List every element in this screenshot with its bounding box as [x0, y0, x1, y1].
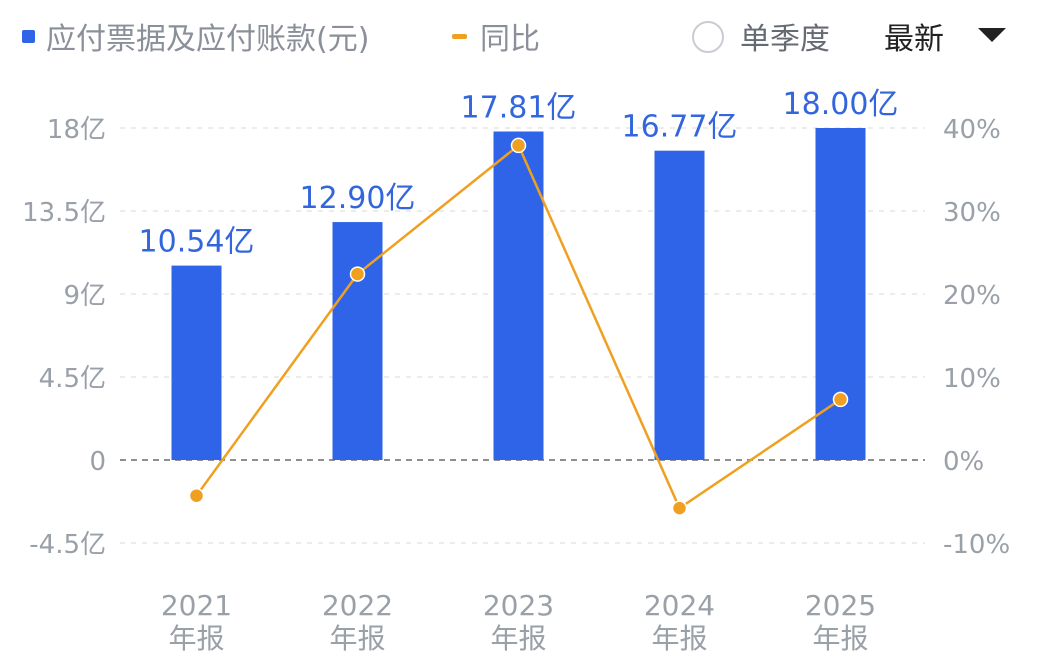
yoy-point [349, 266, 366, 282]
y-left-tick-label: 13.5亿 [22, 198, 106, 228]
bar [332, 222, 383, 460]
y-right-tick-label: 0% [943, 447, 984, 477]
period-select-value: 最新 [884, 22, 944, 57]
y-right-tick-label: -10% [943, 530, 1010, 560]
yoy-point [671, 500, 688, 516]
y-left-tick-label: 18亿 [47, 115, 106, 145]
y-right-tick-label: 10% [943, 364, 1001, 394]
bar-value-label: 16.77亿 [622, 110, 738, 145]
yoy-point [832, 391, 849, 408]
bar-value-label: 18.00亿 [783, 87, 899, 122]
bar [654, 150, 705, 461]
x-tick-label: 2021 年报 [161, 589, 232, 655]
y-left-tick-label: 4.5亿 [39, 364, 106, 394]
legend-line-swatch [452, 34, 467, 39]
y-left-tick-label: 9亿 [63, 281, 106, 311]
y-right-tick-label: 40% [943, 115, 1001, 145]
x-tick-label: 2022 年报 [322, 589, 393, 655]
bar [493, 131, 544, 460]
x-tick-label: 2023 年报 [483, 589, 554, 655]
single-quarter-label[interactable]: 单季度 [740, 22, 830, 57]
legend-bar-label: 应付票据及应付账款(元) [46, 22, 370, 57]
bar-value-label: 17.81亿 [461, 91, 577, 126]
y-right-tick-label: 20% [943, 281, 1001, 311]
x-tick-label: 2025 年报 [805, 589, 876, 655]
y-left-tick-label: 0 [89, 447, 106, 477]
bar-value-label: 10.54亿 [139, 225, 255, 260]
y-left-tick-label: -4.5亿 [29, 530, 106, 560]
period-select[interactable]: 最新 [880, 12, 1030, 60]
yoy-point [510, 137, 527, 154]
y-right-tick-label: 30% [943, 198, 1001, 228]
yoy-point [188, 487, 205, 504]
caret-down-icon [978, 28, 1006, 42]
single-quarter-radio[interactable] [692, 21, 724, 53]
legend-line-label: 同比 [480, 22, 540, 57]
chart-header: 应付票据及应付账款(元) 同比 单季度 最新 [0, 0, 1044, 72]
bar [171, 265, 222, 460]
bar-value-label: 12.90亿 [300, 181, 416, 216]
x-tick-label: 2024 年报 [644, 589, 715, 655]
legend-bar-swatch [22, 30, 35, 43]
